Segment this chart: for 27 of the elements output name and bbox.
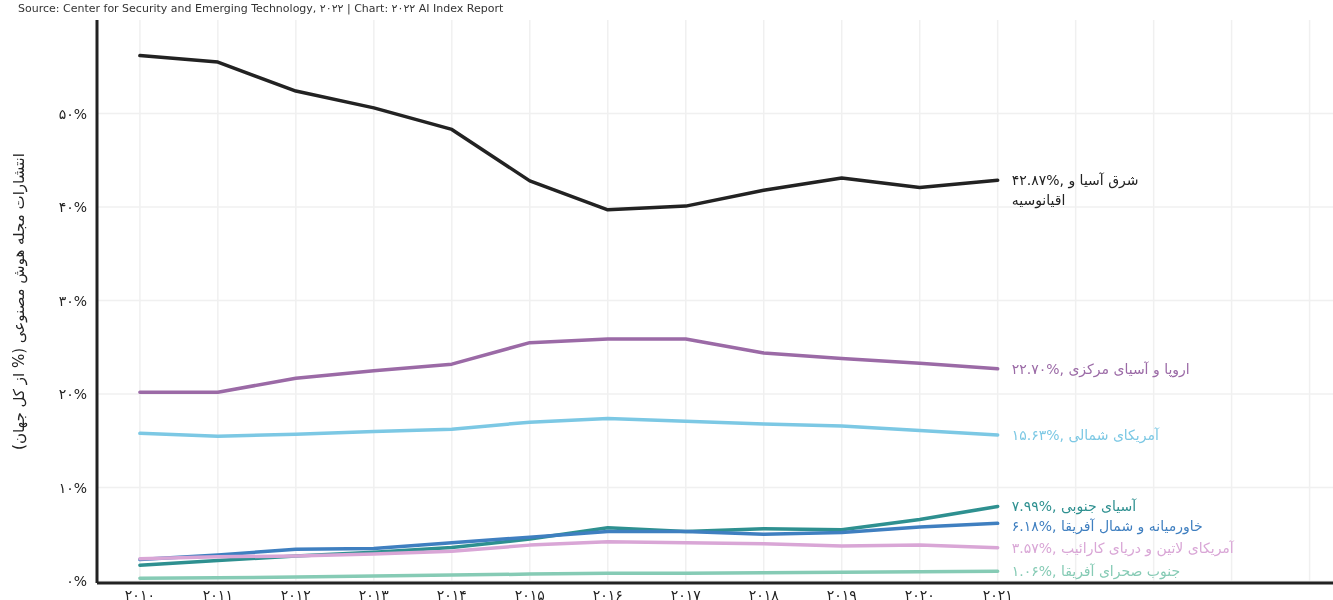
x-tick-label: ۲۰۱۶ xyxy=(592,587,623,600)
series-label: ۶.۱۸%, خاورمیانه و شمال آفریقا xyxy=(1011,518,1203,535)
series-label: ۷.۹۹%, آسیای جنوبی xyxy=(1011,498,1137,515)
x-tick-label: ۲۰۱۲ xyxy=(280,587,311,600)
y-tick-label: ۴۰% xyxy=(58,199,87,216)
y-tick-label: ۳۰% xyxy=(58,292,87,309)
x-tick-label: ۲۰۱۹ xyxy=(826,587,857,600)
y-tick-label: ۰% xyxy=(66,573,87,590)
x-tick-label: ۲۰۲۱ xyxy=(982,587,1013,600)
series-label: ۴۲.۸۷%, شرق آسیا و اقیانوسیه xyxy=(1011,172,1139,209)
series-label: ۲۲.۷۰%, اروپا و آسیای مرکزی xyxy=(1011,360,1190,377)
x-tick-label: ۲۰۱۱ xyxy=(202,587,233,600)
series-label: ۱۵.۶۳%, آمریکای شمالی xyxy=(1011,426,1159,443)
x-tick-label: ۲۰۲۰ xyxy=(904,587,935,600)
x-tick-label: ۲۰۱۴ xyxy=(436,587,467,600)
x-tick-label: ۲۰۱۰ xyxy=(124,587,155,600)
y-axis-title: انتشارات مجله هوش مصنوعی (% از کل جهان) xyxy=(10,153,28,450)
series-label: ۱.۰۶%, جنوب صحرای آفریقا xyxy=(1011,563,1181,580)
source-note: Source: Center for Security and Emerging Technology, ۲۰۲۲ | Chart: ۲۰۲۲ AI Index Report xyxy=(18,2,504,15)
x-tick-label: ۲۰۱۳ xyxy=(358,587,390,600)
series-label: ۳.۵۷%, آمریکای لاتین و دریای کارائیب xyxy=(1011,539,1234,556)
x-tick-label: ۲۰۱۵ xyxy=(514,587,545,600)
x-tick-label: ۲۰۱۸ xyxy=(748,587,780,600)
y-tick-label: ۱۰% xyxy=(58,479,87,496)
x-tick-label: ۲۰۱۷ xyxy=(670,587,702,600)
y-tick-label: ۲۰% xyxy=(58,386,87,403)
y-tick-label: ۵۰% xyxy=(58,105,87,122)
